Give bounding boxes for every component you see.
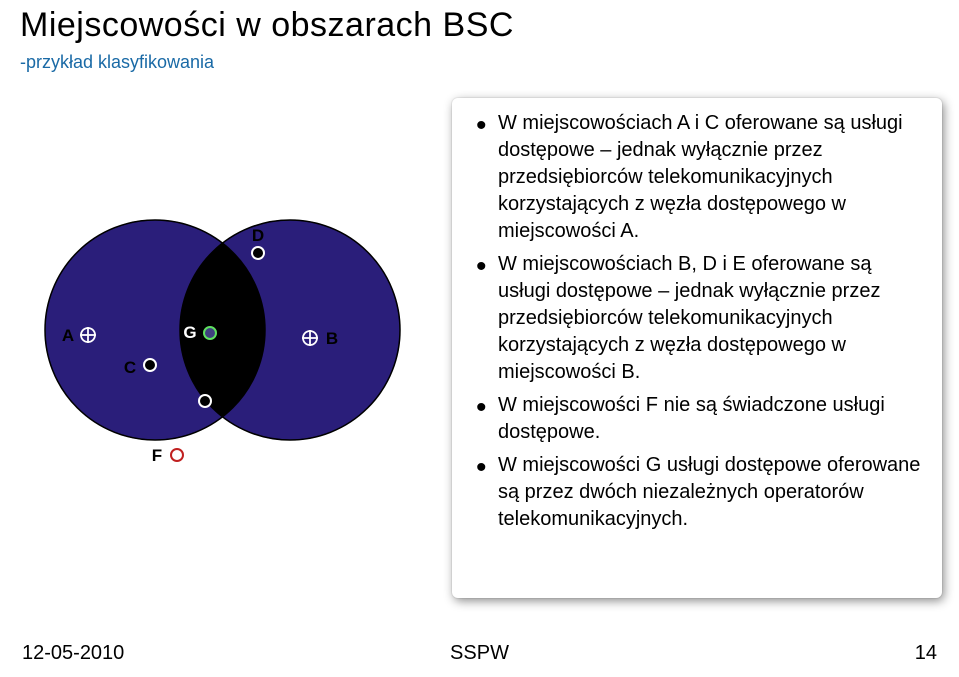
slide-title: Miejscowości w obszarach BSC <box>20 6 514 45</box>
svg-text:C: C <box>124 358 136 377</box>
text-panel: W miejscowościach A i C oferowane są usł… <box>452 98 942 598</box>
svg-text:F: F <box>152 446 162 465</box>
bullet-item: W miejscowości G usługi dostępowe oferow… <box>480 452 924 533</box>
svg-text:E: E <box>221 391 232 410</box>
venn-svg: A B C D E F G <box>10 155 440 475</box>
svg-text:D: D <box>252 226 264 245</box>
svg-text:G: G <box>183 323 196 342</box>
bullet-item: W miejscowościach B, D i E oferowane są … <box>480 251 924 386</box>
bullet-item: W miejscowościach A i C oferowane są usł… <box>480 110 924 245</box>
footer-page: 14 <box>915 642 937 665</box>
svg-text:A: A <box>62 326 74 345</box>
footer-center: SSPW <box>450 642 509 665</box>
svg-text:B: B <box>326 329 338 348</box>
venn-diagram: A B C D E F G <box>10 155 440 475</box>
slide-subtitle: -przykład klasyfikowania <box>20 52 214 73</box>
bullet-item: W miejscowości F nie są świadczone usług… <box>480 392 924 446</box>
bullet-list: W miejscowościach A i C oferowane są usł… <box>462 110 924 533</box>
footer-date: 12-05-2010 <box>22 642 124 665</box>
slide: Miejscowości w obszarach BSC -przykład k… <box>0 0 959 677</box>
